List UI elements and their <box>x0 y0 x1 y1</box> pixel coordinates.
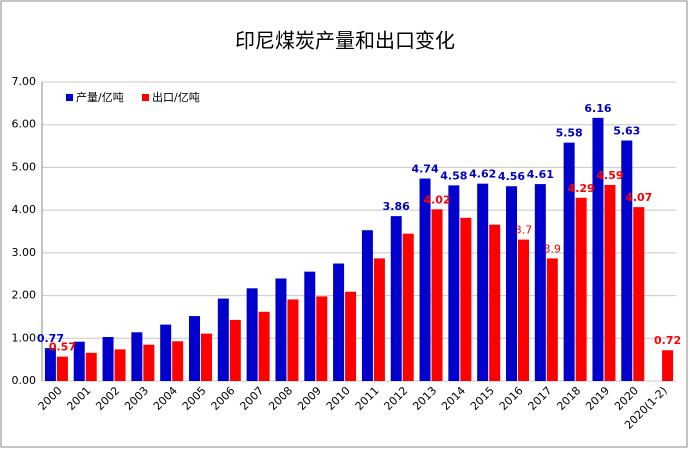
bar <box>160 324 172 381</box>
bar <box>419 178 431 381</box>
bar <box>217 298 229 381</box>
bar <box>390 216 402 381</box>
bar <box>114 349 126 381</box>
data-label: 4.59 <box>596 169 623 182</box>
data-label: 5.58 <box>556 127 583 140</box>
data-label: 0.77 <box>37 332 64 345</box>
bar <box>102 337 114 381</box>
bar <box>73 341 85 381</box>
bar <box>518 239 529 381</box>
bar <box>172 341 184 381</box>
legend-label: 出口/亿吨 <box>152 90 200 104</box>
data-label: 5.63 <box>613 125 640 138</box>
bar <box>56 356 68 381</box>
bar <box>604 184 616 381</box>
data-label: 0.57 <box>49 341 76 354</box>
bar <box>143 344 155 381</box>
y-tick-label: 2.00 <box>12 289 37 302</box>
data-label: 4.07 <box>625 191 652 204</box>
data-label: 4.61 <box>527 168 554 181</box>
y-tick-label: 0.00 <box>12 374 37 387</box>
data-label: 3.86 <box>383 200 410 213</box>
bar <box>131 332 143 381</box>
annotation: 3.7 <box>515 224 533 237</box>
bar <box>229 319 241 381</box>
legend-swatch <box>142 94 149 101</box>
y-tick-label: 3.00 <box>12 246 37 259</box>
bar <box>448 185 460 381</box>
bar <box>633 207 645 381</box>
bar <box>201 333 212 381</box>
bar <box>287 299 299 381</box>
y-tick-label: 1.00 <box>12 331 37 344</box>
data-label: 0.72 <box>654 334 681 347</box>
bar <box>460 217 472 381</box>
bar <box>662 350 674 381</box>
bar <box>304 271 316 381</box>
y-tick-label: 7.00 <box>12 75 37 88</box>
data-label: 4.58 <box>440 169 467 182</box>
bar <box>316 296 328 381</box>
bar <box>477 183 489 381</box>
chart-title: 印尼煤炭产量和出口变化 <box>235 29 455 53</box>
bar <box>489 224 501 381</box>
data-label: 4.29 <box>568 182 595 195</box>
bar <box>258 311 270 381</box>
data-label: 4.62 <box>469 168 496 181</box>
bar <box>621 140 633 381</box>
bar <box>85 352 97 381</box>
bar <box>361 230 373 381</box>
annotation: 3.9 <box>544 242 562 255</box>
bar <box>333 263 345 381</box>
bar <box>546 258 558 381</box>
bar <box>373 258 385 381</box>
legend-label: 产量/亿吨 <box>76 90 124 104</box>
y-tick-label: 4.00 <box>12 203 37 216</box>
bar <box>592 117 604 381</box>
data-label: 6.16 <box>584 102 611 115</box>
data-label: 4.56 <box>498 170 525 183</box>
bar <box>189 316 200 381</box>
bar <box>246 288 258 381</box>
data-label: 4.74 <box>411 163 438 176</box>
bar <box>345 291 357 381</box>
bar <box>44 348 56 381</box>
y-tick-label: 6.00 <box>12 118 37 131</box>
bar <box>506 186 517 381</box>
y-tick-label: 5.00 <box>12 160 37 173</box>
bar <box>575 197 587 381</box>
bar <box>534 184 546 381</box>
bar <box>402 233 414 381</box>
data-label: 4.02 <box>423 193 450 206</box>
legend-swatch <box>66 94 73 101</box>
bar <box>431 209 443 381</box>
bar <box>563 142 575 381</box>
bar <box>275 278 287 381</box>
